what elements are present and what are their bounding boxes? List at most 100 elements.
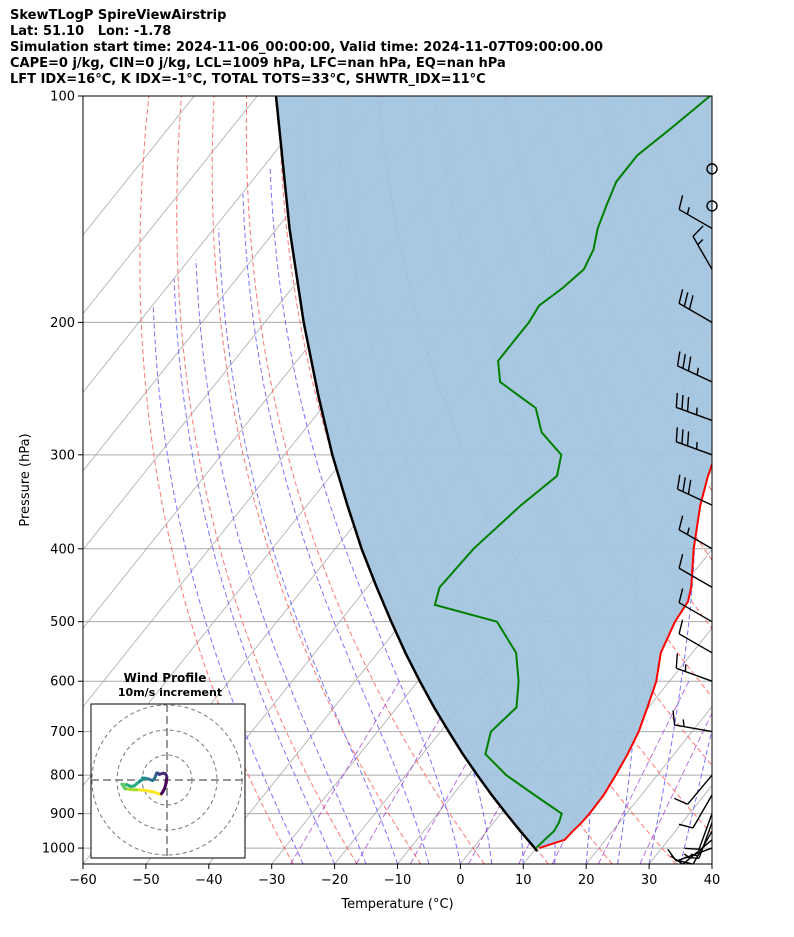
barb-staff [678,302,713,324]
wind-barb [676,474,713,506]
barb-flag [676,474,681,490]
hodograph-title: Wind Profile [124,671,207,685]
barb-half-flag [682,719,685,727]
y-tick-label: 200 [50,316,75,331]
barb-staff [692,236,713,270]
parcel-profile-line [274,96,539,853]
barb-flag [686,431,690,446]
wind-barb [684,813,713,851]
moist-adiabat-line [269,168,461,864]
wind-barb [675,653,713,682]
barb-staff [698,813,713,850]
hodograph-segment [160,790,165,796]
wind-barb [678,588,713,623]
barb-flag [684,856,700,860]
dry-adiabat-line [139,96,294,864]
barb-staff [678,602,713,623]
barb-staff [692,794,713,829]
x-tick-label: −10 [384,873,411,888]
wind-barb [670,839,713,865]
barb-flag [686,396,690,412]
barb-flag [692,225,704,237]
isotherm-line [83,96,258,315]
wind-barb [672,710,713,733]
mixing-ratio-line [639,711,712,864]
header-location: Lat: 51.10 Lon: -1.78 [10,24,172,39]
header-cape-line: CAPE=0 j/kg, CIN=0 j/kg, LCL=1009 hPa, L… [10,56,506,71]
barb-flag [678,553,684,569]
wind-barb [692,225,713,270]
barb-half-flag [684,664,687,672]
barb-flag [682,353,686,369]
barb-flag [672,710,676,726]
barb-flag [688,295,694,310]
barb-staff [677,488,713,506]
y-axis-label: Pressure (hPa) [18,433,33,526]
wind-barb [675,392,713,422]
wind-barb [678,619,713,654]
x-axis-label: Temperature (°C) [340,897,453,912]
barb-flag [678,195,684,210]
wind-barb [673,774,713,805]
dry-adiabat-line [735,96,794,864]
dry-adiabat-line [176,96,358,864]
y-tick-label: 1000 [42,842,75,857]
isotherm-line [711,863,712,864]
moist-adiabat-line [195,259,367,864]
barb-flag [678,289,684,304]
barb-half-flag [690,853,698,857]
barb-staff [676,667,713,682]
x-tick-label: −60 [69,873,96,888]
barb-staff [678,633,713,654]
moist-adiabat-line [218,228,398,864]
barb-staff [678,208,713,230]
barb-half-flag [686,527,690,535]
dry-adiabat-line [211,96,422,864]
barb-half-flag [697,238,704,246]
barb-half-flag [695,407,698,415]
y-tick-label: 500 [50,615,75,630]
moist-adiabat-line [173,278,336,864]
calm-wind-circle [706,200,718,212]
barb-flag [681,429,684,444]
dewpoint-line [433,96,711,849]
y-tick-label: 900 [50,807,75,822]
barb-staff [676,441,713,456]
dry-adiabat-line [702,96,712,121]
barb-flag [683,292,689,307]
barb-flag [676,351,681,366]
header-title: SkewTLogP SpireViewAirstrip [10,8,227,23]
barb-flag [675,427,679,442]
x-tick-label: −20 [321,873,348,888]
barb-flag [681,394,684,410]
mixing-ratio-line [355,680,463,864]
moist-adiabat-line [152,305,304,864]
wind-barb [684,822,713,860]
barb-flag [678,823,694,829]
barb-flag [670,855,684,865]
wind-barb [678,794,713,829]
isotherm-line [83,96,195,236]
barb-half-flag [695,441,698,450]
moist-adiabat-line [242,193,430,864]
wind-barb [678,553,713,588]
wind-barb [676,351,713,383]
isotherm-line [83,96,321,393]
header-times: Simulation start time: 2024-11-06_00:00:… [10,40,603,55]
wind-barb [678,515,713,550]
moist-adiabat-line [711,861,712,864]
barb-flag [675,392,679,408]
wind-barb [706,200,718,212]
dry-adiabat-line [245,96,485,864]
x-tick-label: 30 [641,873,658,888]
temperature-line [538,461,712,850]
x-tick-label: 40 [704,873,721,888]
barb-flag [675,653,679,669]
barb-flag [682,477,686,492]
barb-flag [678,619,684,634]
x-tick-label: −40 [195,873,222,888]
isotherm-line [775,96,794,864]
barb-staff [676,406,713,422]
y-tick-label: 400 [50,542,75,557]
barb-flag [673,797,688,805]
